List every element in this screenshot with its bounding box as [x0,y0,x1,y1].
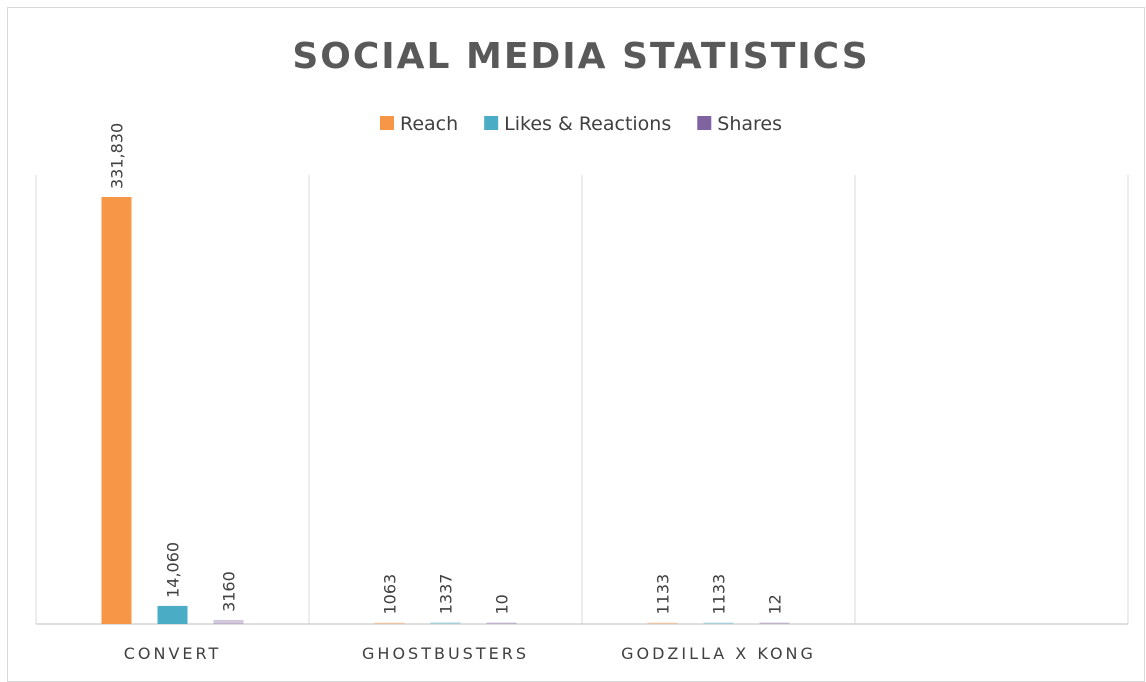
gridlines [35,175,1129,625]
bar-likes-reactions-ghostbusters [430,622,461,624]
bar-reach-convert [101,197,132,624]
data-label: 12 [766,594,785,614]
category-axis-labels: CONVERT GHOSTBUSTERS GODZILLA X KONG [124,644,816,663]
data-label: 1063 [381,574,400,615]
bar-shares-ghostbusters [486,622,517,624]
category-label: CONVERT [124,644,222,663]
category-label: GODZILLA X KONG [621,644,816,663]
data-labels: 331,830 1063 1133 14,060 1337 1133 3160 10 12 [108,123,785,615]
legend-label: Reach [400,113,458,135]
data-label: 14,060 [164,542,183,598]
bar-likes-reactions-godzilla-x-kong [703,622,734,624]
bar-shares-convert [213,619,244,624]
legend-swatch-likes-reactions [484,116,499,130]
legend-label: Shares [717,113,782,135]
data-label: 10 [493,594,512,614]
legend-label: Likes & Reactions [504,113,671,135]
bar-shares-godzilla-x-kong [759,622,790,624]
bar-likes-reactions-convert [157,605,188,624]
bars [101,197,790,624]
category-label: GHOSTBUSTERS [362,644,529,663]
legend-swatch-shares [697,116,712,130]
data-label: 3160 [220,571,239,612]
legend: Reach Likes & Reactions Shares [379,113,782,135]
data-label: 1133 [654,574,673,615]
data-label: 1337 [437,574,456,615]
bar-reach-ghostbusters [374,622,405,624]
chart-title: SOCIAL MEDIA STATISTICS [292,36,869,77]
data-label: 331,830 [108,123,127,189]
bar-reach-godzilla-x-kong [647,622,678,624]
data-label: 1133 [710,574,729,615]
legend-swatch-reach [379,116,394,130]
